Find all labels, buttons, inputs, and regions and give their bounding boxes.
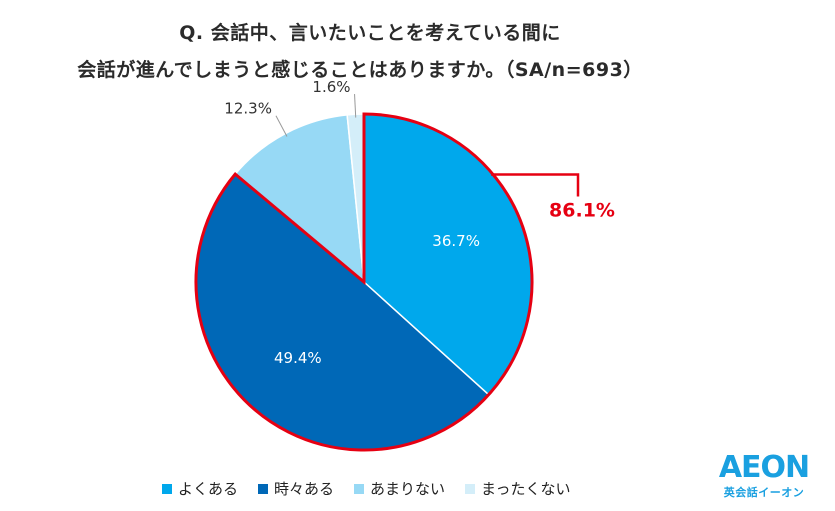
chart-legend: よくある 時々ある あまりない まったくない bbox=[162, 478, 570, 499]
legend-label: あまりない bbox=[370, 480, 446, 498]
legend-item-1: よくある bbox=[162, 478, 238, 499]
highlight-bracket bbox=[491, 173, 580, 197]
legend-swatch bbox=[162, 483, 172, 494]
legend-label: 時々ある bbox=[274, 480, 335, 498]
highlight-label: 86.1% bbox=[549, 199, 615, 221]
legend-swatch bbox=[354, 483, 365, 494]
chart-title-line-1: Q. 会話中、言いたいことを考えている間に bbox=[179, 22, 561, 44]
legend-item-2: 時々ある bbox=[258, 478, 334, 499]
logo-subtitle: 英会話イーオン bbox=[723, 486, 805, 499]
legend-swatch bbox=[465, 483, 476, 494]
chart-title-line-2: 会話が進んでしまうと感じることはありますか。（SA/n=693） bbox=[77, 59, 643, 81]
slice-label-2: 49.4% bbox=[274, 349, 322, 367]
logo-wordmark: AEON bbox=[718, 450, 810, 485]
slice-leader-3 bbox=[275, 115, 288, 137]
slice-label-4: 1.6% bbox=[312, 78, 350, 96]
legend-label: まったくない bbox=[481, 480, 571, 498]
slice-label-1: 36.7% bbox=[432, 232, 480, 250]
slice-label-3: 12.3% bbox=[224, 100, 272, 118]
legend-item-4: まったくない bbox=[465, 478, 570, 499]
highlight-outline bbox=[194, 112, 534, 452]
legend-item-3: あまりない bbox=[354, 478, 445, 499]
legend-swatch bbox=[258, 483, 269, 494]
legend-label: よくある bbox=[178, 480, 239, 498]
aeon-logo: AEON 英会話イーオン bbox=[716, 452, 812, 500]
slice-leader-4 bbox=[354, 94, 357, 118]
